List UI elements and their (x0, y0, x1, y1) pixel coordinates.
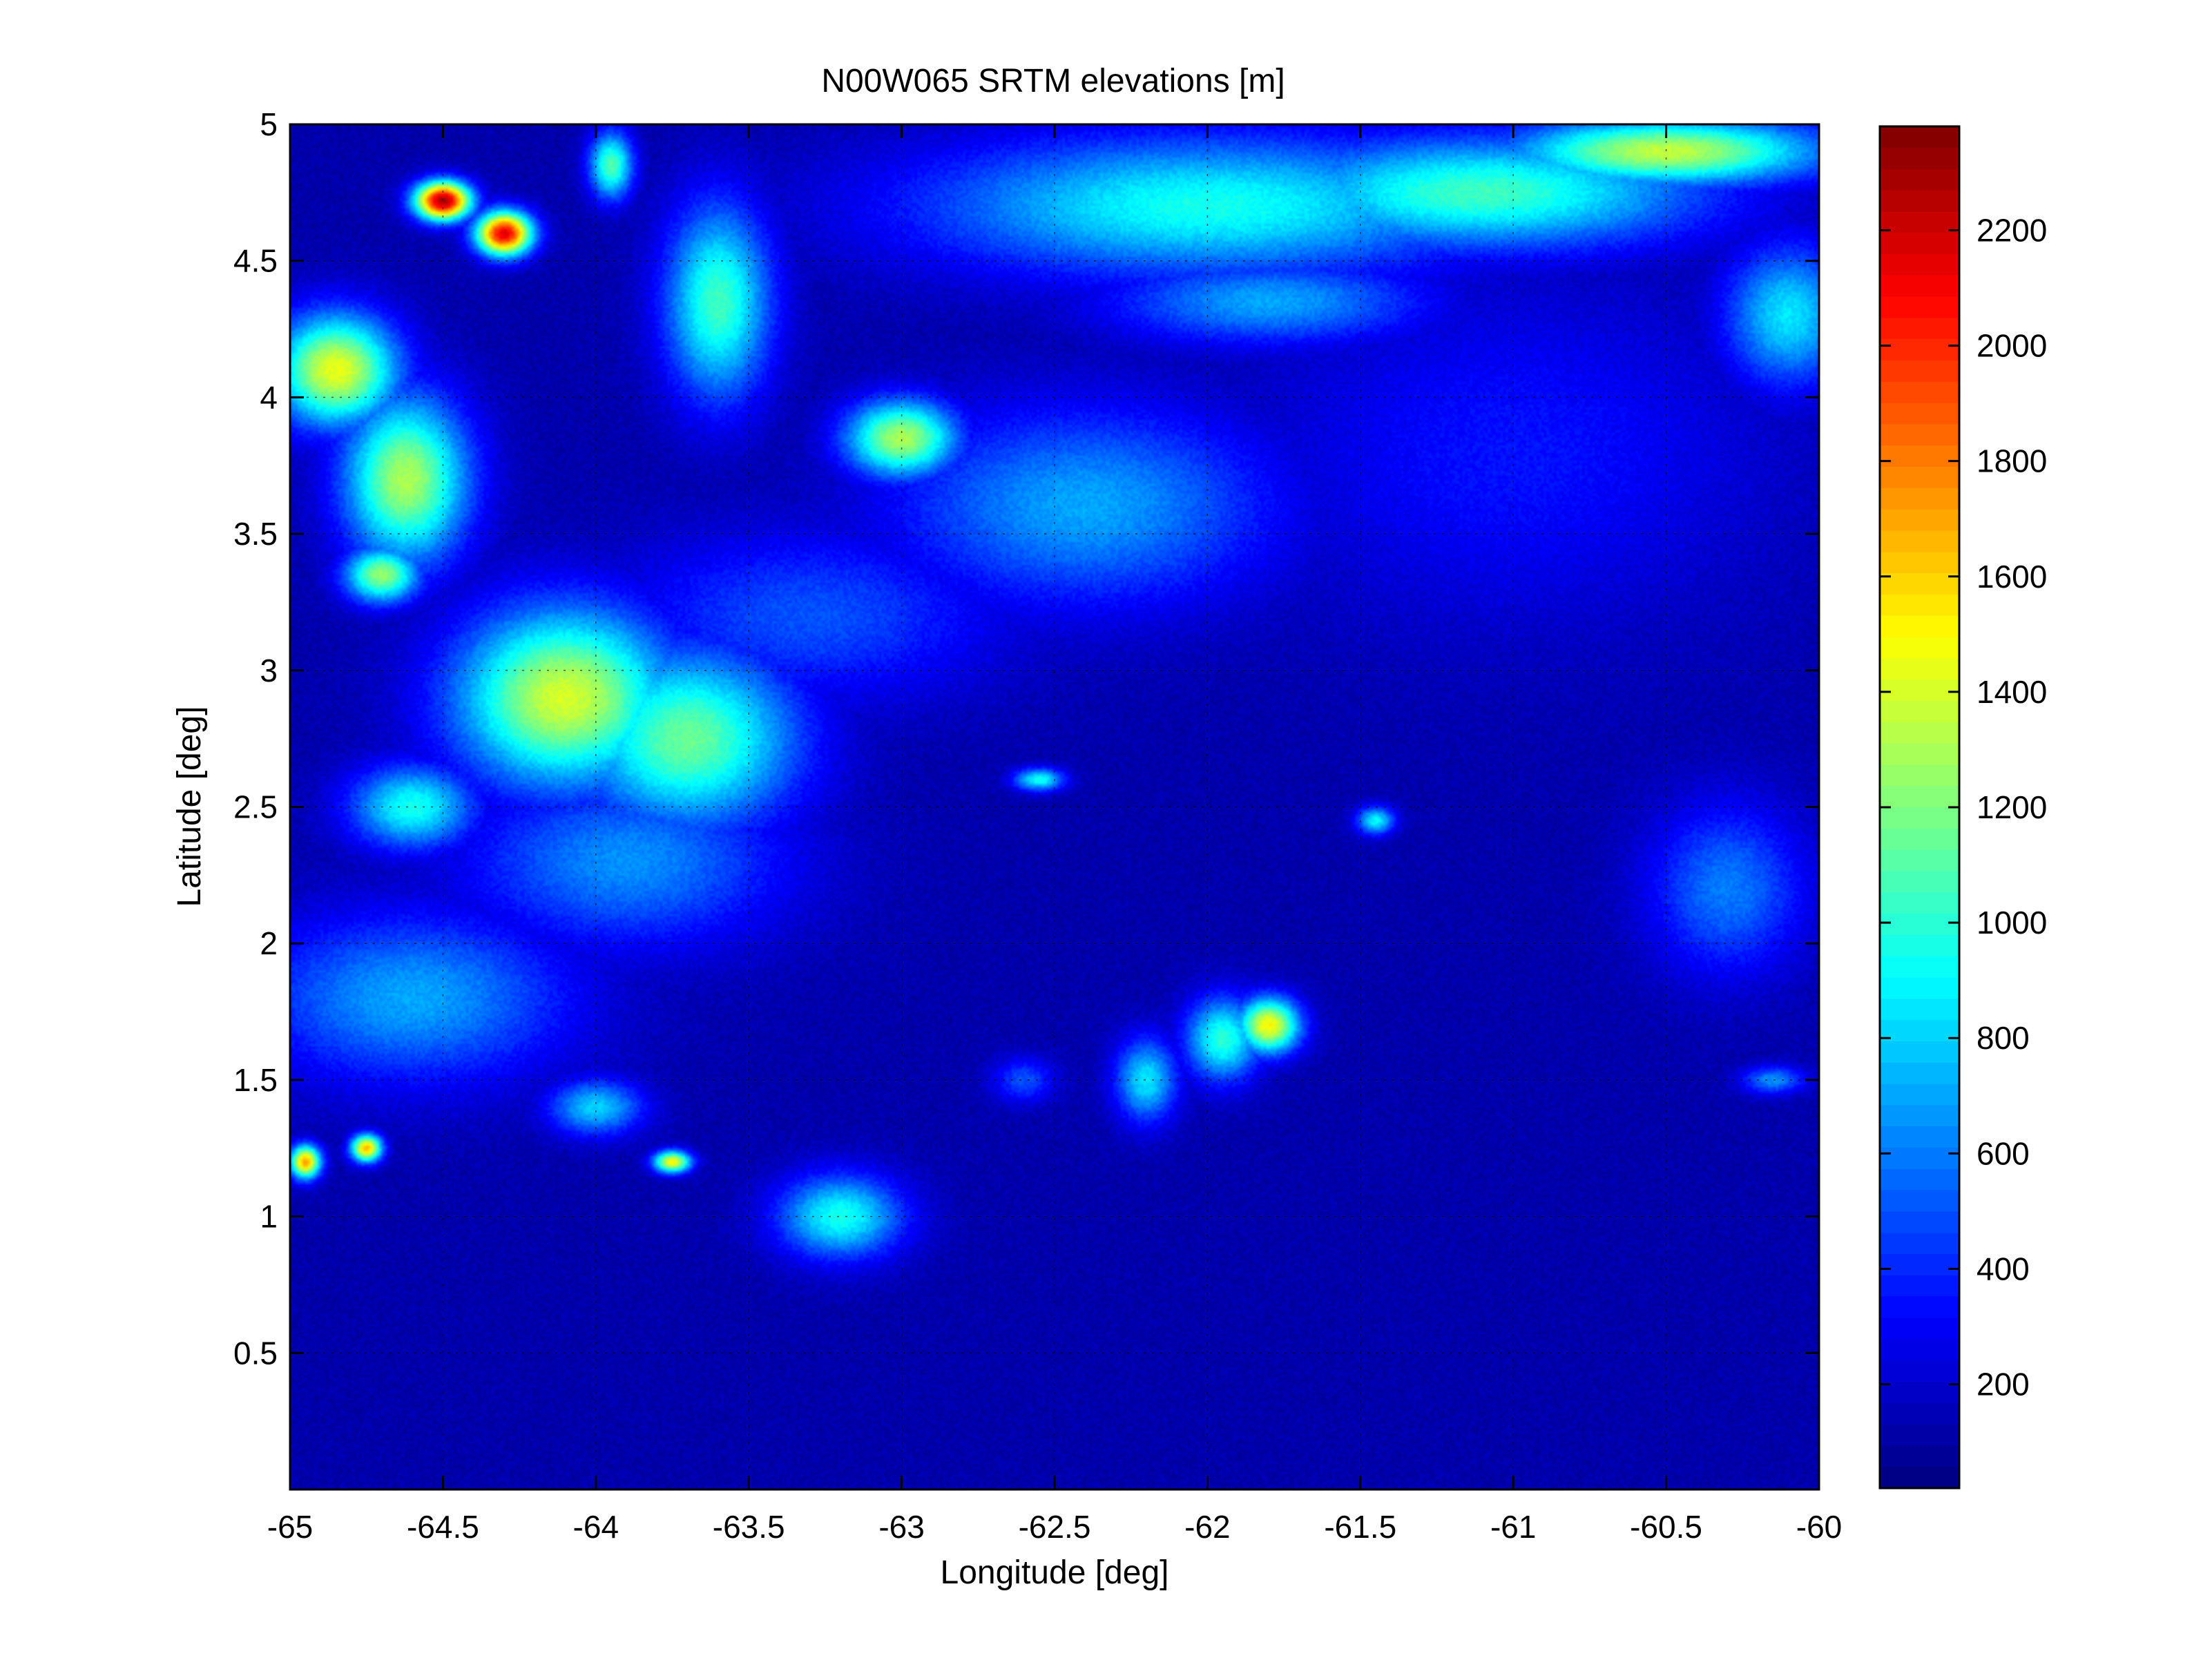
plot-title: N00W065 SRTM elevations [m] (821, 63, 1285, 99)
x-tick-label: -62 (1184, 1509, 1230, 1545)
colorbar-tick-label: 1400 (1977, 674, 2047, 710)
y-tick-label: 5 (260, 106, 278, 142)
x-tick-label: -62.5 (1019, 1509, 1091, 1545)
x-tick-label: -61.5 (1324, 1509, 1396, 1545)
x-axis-title: Longitude [deg] (941, 1554, 1169, 1591)
colorbar-tick-label: 800 (1977, 1020, 2030, 1056)
x-tick-label: -60.5 (1630, 1509, 1702, 1545)
y-tick-label: 2 (260, 925, 278, 961)
y-axis: 0.5 1 1.5 2 2.5 3 3.5 4 4.5 5 (233, 106, 1819, 1371)
x-tick-label: -65 (267, 1509, 313, 1545)
colorbar-tick-label: 1800 (1977, 443, 2047, 479)
colorbar-tick-label: 1000 (1977, 905, 2047, 941)
y-axis-title: Latitude [deg] (171, 706, 208, 907)
y-tick-label: 4.5 (233, 243, 278, 279)
colorbar-gradient (1880, 126, 1959, 1488)
colorbar-tick-label: 1600 (1977, 559, 2047, 595)
colorbar-tick-label: 600 (1977, 1135, 2030, 1171)
plot-area: -65 -64.5 -64 -63.5 -63 -62.5 -62 -61.5 -61 -60.5… (233, 106, 1842, 1545)
colorbar: 200 400 600 800 1000 1200 1400 1600 1800 2000 2200 (1878, 125, 2047, 1490)
y-tick-label: 1.5 (233, 1062, 278, 1098)
x-tick-label: -63.5 (713, 1509, 785, 1545)
y-tick-label: 3 (260, 653, 278, 688)
y-tick-label: 1 (260, 1199, 278, 1235)
y-tick-label: 2.5 (233, 789, 278, 825)
x-tick-label: -64 (573, 1509, 619, 1545)
colorbar-tick-label: 1200 (1977, 789, 2047, 825)
colorbar-tick-label: 400 (1977, 1251, 2030, 1286)
x-axis: -65 -64.5 -64 -63.5 -63 -62.5 -62 -61.5 -61 -60.5… (267, 124, 1842, 1545)
x-tick-label: -64.5 (407, 1509, 479, 1545)
colorbar-tick-label: 200 (1977, 1367, 2030, 1402)
x-tick-label: -61 (1490, 1509, 1536, 1545)
y-tick-label: 3.5 (233, 516, 278, 552)
colorbar-tick-label: 2200 (1977, 212, 2047, 248)
y-tick-label: 0.5 (233, 1335, 278, 1371)
x-tick-label: -63 (878, 1509, 924, 1545)
x-tick-label: -60 (1796, 1509, 1842, 1545)
colorbar-ticks: 200 400 600 800 1000 1200 1400 1600 1800 2000 2200 (1880, 212, 2047, 1402)
colorbar-tick-label: 2000 (1977, 328, 2047, 364)
y-tick-label: 4 (260, 379, 278, 415)
